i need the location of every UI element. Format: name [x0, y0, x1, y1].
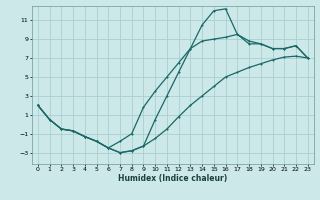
X-axis label: Humidex (Indice chaleur): Humidex (Indice chaleur) [118, 174, 228, 183]
